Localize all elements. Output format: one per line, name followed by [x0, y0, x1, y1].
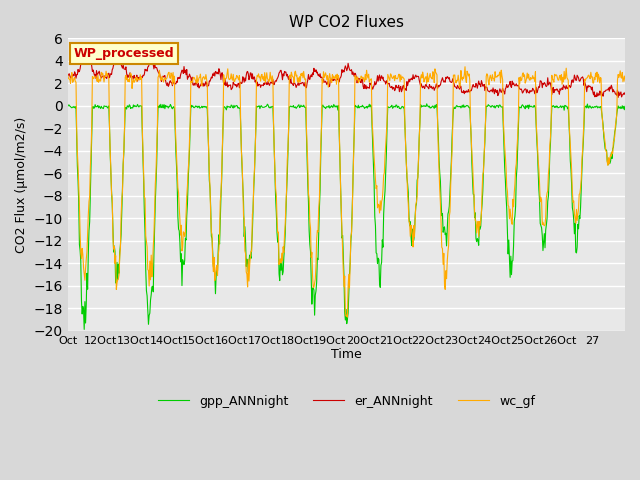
er_ANNnight [177, 70, 185, 75]
gpp_ANNnight [492, 105, 499, 111]
Legend: gpp_ANNnight, er_ANNnight, wc_gf: gpp_ANNnight, er_ANNnight, wc_gf [152, 390, 540, 413]
er_ANNnight [353, 80, 361, 86]
gpp_ANNnight [128, 105, 136, 111]
er_ANNnight [401, 86, 408, 92]
wc_gf [127, 72, 135, 78]
wc_gf [621, 78, 629, 84]
gpp_ANNnight [621, 104, 629, 109]
X-axis label: Time: Time [331, 348, 362, 361]
Text: WP_processed: WP_processed [74, 47, 174, 60]
wc_gf [353, 75, 361, 81]
gpp_ANNnight [64, 103, 72, 109]
wc_gf [461, 64, 469, 70]
er_ANNnight [140, 73, 148, 79]
Line: wc_gf: wc_gf [68, 67, 625, 317]
wc_gf [344, 314, 351, 320]
er_ANNnight [614, 95, 622, 100]
Title: WP CO2 Fluxes: WP CO2 Fluxes [289, 15, 404, 30]
gpp_ANNnight [401, 104, 408, 110]
Y-axis label: CO2 Flux (μmol/m2/s): CO2 Flux (μmol/m2/s) [15, 116, 28, 252]
er_ANNnight [621, 90, 629, 96]
Line: gpp_ANNnight: gpp_ANNnight [68, 104, 625, 329]
gpp_ANNnight [177, 251, 185, 257]
wc_gf [139, 149, 147, 155]
er_ANNnight [64, 72, 72, 78]
Line: er_ANNnight: er_ANNnight [68, 55, 625, 97]
wc_gf [401, 76, 408, 82]
gpp_ANNnight [140, 178, 148, 184]
er_ANNnight [128, 73, 136, 79]
er_ANNnight [82, 52, 90, 58]
gpp_ANNnight [423, 101, 431, 107]
wc_gf [492, 69, 499, 74]
wc_gf [64, 72, 72, 78]
gpp_ANNnight [353, 104, 361, 110]
gpp_ANNnight [81, 326, 88, 332]
er_ANNnight [491, 91, 499, 96]
wc_gf [177, 232, 184, 238]
